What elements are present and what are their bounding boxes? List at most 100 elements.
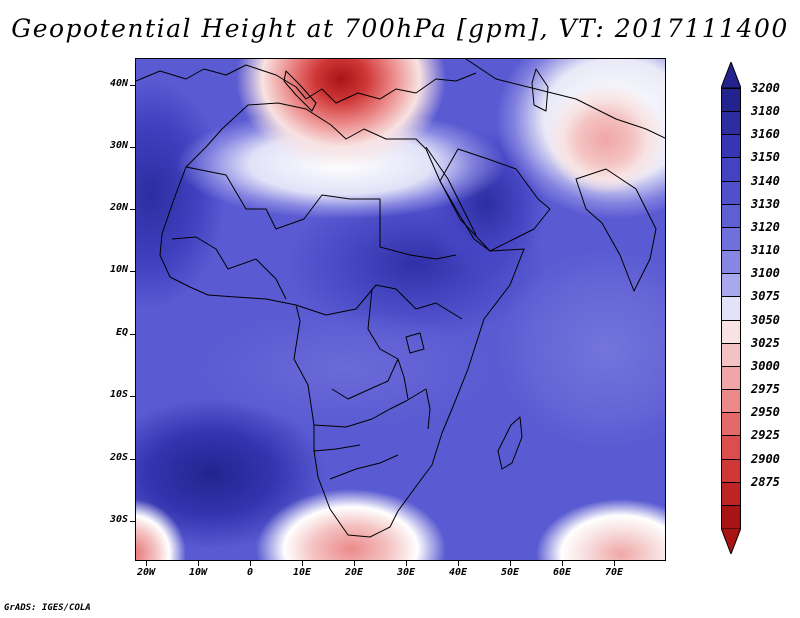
madagascar [497, 416, 523, 470]
europe-coast [136, 64, 477, 104]
lon-tick [510, 561, 511, 566]
lat-label-20s: 20S [109, 452, 128, 463]
lon-tick [614, 561, 615, 566]
colorbar-level-label: 3200 [751, 81, 780, 95]
red-sea [425, 146, 477, 236]
colorbar-cell [721, 296, 741, 320]
colorbar-level-label: 3150 [751, 150, 780, 165]
lat-tick [130, 396, 136, 397]
colorbar-level-label: 3025 [751, 335, 780, 350]
credit-text: GrADS: IGES/COLA [4, 603, 91, 613]
colorbar-cell [721, 481, 741, 505]
colorbar-level-label: 3130 [751, 196, 780, 211]
lat-tick [130, 521, 136, 522]
lat-label-30s: 30S [109, 514, 128, 525]
lon-tick [146, 561, 147, 566]
lon-tick [458, 561, 459, 566]
lon-label-20e: 20E [344, 567, 364, 578]
lon-label-40e: 40E [448, 567, 468, 578]
lon-label-30e: 30E [396, 567, 416, 578]
colorbar-cell [721, 134, 741, 158]
colorbar-cell [721, 435, 741, 459]
field-mid-indian-ocean [496, 249, 665, 449]
map-title: Geopotential Height at 700hPa [gpm], VT:… [11, 14, 789, 43]
country-borders-north [185, 166, 457, 260]
lat-tick [130, 209, 136, 210]
country-borders-east [331, 288, 399, 400]
colorbar-level-label: 2975 [751, 382, 780, 397]
lon-label-20w: 20W [136, 567, 156, 578]
colorbar-cell [721, 412, 741, 436]
lat-tick [130, 147, 136, 148]
caspian [531, 68, 549, 112]
lat-label-10s: 10S [109, 389, 128, 400]
colorbar-top-arrow [721, 62, 741, 88]
lon-label-50e: 50E [500, 567, 520, 578]
lon-label-60e: 60E [552, 567, 572, 578]
lake-tanganyika [397, 358, 409, 400]
colorbar-cell [721, 389, 741, 413]
colorbar-level-label: 2875 [751, 474, 780, 489]
colorbar-level-label: 3075 [751, 289, 780, 304]
lat-label-20n: 20N [109, 202, 128, 213]
colorbar-cell [721, 157, 741, 181]
country-borders-central [295, 284, 463, 320]
colorbar-cell [721, 458, 741, 482]
asia-coast [465, 59, 665, 139]
country-borders-south [313, 388, 427, 480]
india [575, 168, 657, 292]
field-low-iran [546, 84, 665, 194]
colorbar-level-label: 2900 [751, 451, 780, 466]
colorbar-level-label: 2925 [751, 428, 780, 443]
colorbar-level-label: 3180 [751, 104, 780, 119]
colorbar-level-label: 3160 [751, 127, 780, 142]
lon-tick [302, 561, 303, 566]
africa-coastline [159, 102, 525, 538]
colorbar-cell [721, 226, 741, 251]
lat-tick [130, 271, 136, 272]
colorbar-level-label: 2950 [751, 405, 780, 420]
map-panel [135, 58, 666, 561]
colorbar-level-label: 3120 [751, 219, 780, 234]
colorbar-level-label: 3000 [751, 358, 780, 373]
lat-tick [130, 85, 136, 86]
country-borders-west [171, 236, 287, 300]
field-mid-equator [196, 309, 496, 429]
lat-tick [130, 459, 136, 460]
lon-tick [406, 561, 407, 566]
italy [283, 70, 317, 112]
colorbar-cell [721, 365, 741, 390]
lat-label-30n: 30N [109, 140, 128, 151]
lat-label-40n: 40N [109, 78, 128, 89]
colorbar-level-label: 3110 [751, 243, 780, 258]
lat-label-eq: EQ [115, 327, 128, 338]
colorbar-cell [721, 273, 741, 297]
lon-tick [250, 561, 251, 566]
colorbar-cell [721, 319, 741, 343]
colorbar-cell [721, 88, 741, 112]
lake-victoria [405, 332, 425, 354]
colorbar-cell [721, 203, 741, 227]
colorbar-level-label: 3100 [751, 266, 780, 281]
colorbar-cell [721, 342, 741, 366]
arabian-peninsula [439, 148, 551, 252]
lon-label-70e: 70E [604, 567, 624, 578]
coastline-borders [136, 59, 665, 538]
lon-tick [198, 561, 199, 566]
colorbar-cell [721, 250, 741, 274]
colorbar-bottom-arrow [721, 528, 741, 554]
colorbar-cell [721, 111, 741, 135]
lake-malawi [425, 388, 431, 430]
lat-tick [130, 334, 136, 335]
lon-tick [562, 561, 563, 566]
lon-label-0: 0 [246, 567, 254, 578]
lat-label-10n: 10N [109, 264, 128, 275]
lon-label-10w: 10W [188, 567, 208, 578]
colorbar-level-label: 3050 [751, 312, 780, 327]
colorbar [721, 88, 741, 528]
lon-tick [354, 561, 355, 566]
colorbar-cell [721, 180, 741, 204]
colorbar-cell [721, 504, 741, 528]
lon-label-10e: 10E [292, 567, 312, 578]
colorbar-level-label: 3140 [751, 173, 780, 188]
